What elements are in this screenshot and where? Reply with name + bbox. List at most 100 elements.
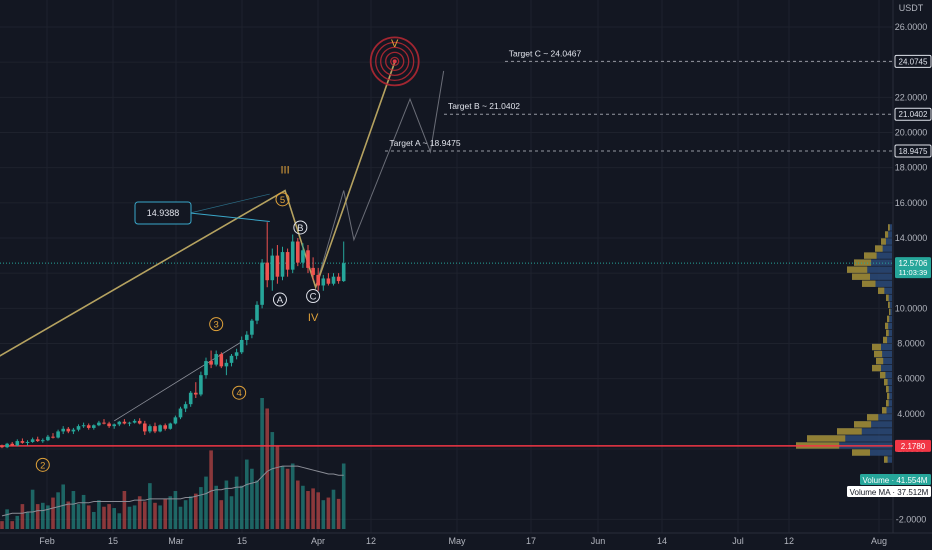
- volume-bar: [285, 468, 290, 529]
- callout-pointer-2: [189, 193, 270, 214]
- volume-bar: [81, 494, 86, 529]
- volume-bar: [5, 509, 9, 529]
- target-ring: [369, 36, 420, 87]
- volume-profile-bar-accent: [874, 350, 883, 358]
- volume-profile-bar-accent: [872, 343, 881, 351]
- wave-label-circle: [209, 317, 224, 332]
- last-price-countdown: 11:03:39: [899, 268, 928, 277]
- candle-body: [5, 443, 9, 448]
- volume-bar: [158, 505, 162, 529]
- volume-profile-bar-accent: [883, 336, 888, 344]
- wave-path: [0, 61, 396, 357]
- candle-body: [30, 439, 35, 442]
- x-tick-label: Apr: [311, 536, 325, 546]
- candle-body: [122, 421, 127, 424]
- candle-body: [173, 417, 178, 424]
- volume-bar: [168, 496, 173, 529]
- volume-bar: [301, 485, 305, 529]
- volume-bar: [316, 492, 320, 529]
- volume-bar: [148, 483, 152, 529]
- volume-profile-bar: [885, 231, 892, 238]
- volume-profile-bar-accent: [852, 449, 870, 456]
- volume-profile-bar: [881, 238, 892, 245]
- candle-body: [56, 431, 60, 438]
- volume-profile-bar-accent: [807, 435, 846, 442]
- volume-profile-bar: [884, 378, 892, 386]
- candle-body: [86, 425, 91, 428]
- volume-bar: [92, 511, 96, 529]
- volume-profile-bar: [886, 386, 892, 393]
- volume-bar: [56, 492, 60, 529]
- volume-bar: [183, 500, 188, 529]
- volume-profile-bar: [854, 259, 892, 266]
- candle-body: [265, 262, 269, 281]
- candle-body: [270, 255, 275, 281]
- last-price-tag-bg: [895, 257, 931, 279]
- volume-profile-bar: [886, 329, 892, 337]
- volume-bar: [336, 498, 341, 529]
- volume-profile-bar: [854, 421, 892, 428]
- candle-body: [341, 263, 346, 282]
- volume-legend-bg: [860, 474, 931, 485]
- volume-profile-bar: [887, 315, 892, 323]
- y-tick-label: -2.0000: [896, 514, 927, 524]
- last-price-tag: 12.5706: [899, 259, 928, 268]
- candle-body: [51, 436, 55, 438]
- x-tick-label: 12: [784, 536, 794, 546]
- wave-label-circle: [306, 289, 321, 304]
- candle-body: [296, 241, 300, 263]
- candle-body: [194, 392, 198, 395]
- wave-label: A: [277, 295, 284, 306]
- volume-bar: [306, 491, 310, 529]
- volume-profile-bar-accent: [878, 287, 885, 294]
- candle-body: [199, 375, 203, 395]
- volume-profile-bar-accent: [888, 301, 890, 309]
- candle-body: [316, 274, 320, 286]
- grid: [0, 0, 893, 533]
- volume-profile-bar-accent: [875, 245, 883, 252]
- x-tick-label: 15: [108, 536, 118, 546]
- volume-profile-bar-accent: [887, 315, 890, 323]
- volume-profile-bar: [878, 287, 892, 294]
- wave-label: III: [280, 164, 289, 176]
- target-price-tag-bg: [894, 54, 932, 68]
- volume-bar: [51, 497, 55, 529]
- target-ring: [385, 51, 405, 72]
- volume-bar: [290, 463, 295, 529]
- x-tick-label: 17: [526, 536, 536, 546]
- candle-body: [275, 255, 280, 277]
- y-tick-label: 6.0000: [897, 374, 925, 384]
- volume-profile-bar-accent: [884, 378, 888, 386]
- candle-body: [224, 362, 229, 367]
- volume-bar: [97, 500, 101, 529]
- candle-body: [66, 428, 71, 432]
- volume-ma-line: [1, 465, 344, 517]
- target-price-tag: 24.0745: [899, 57, 928, 66]
- support-price-tag-bg: [895, 439, 931, 452]
- candle-body: [0, 445, 4, 448]
- volume-bar: [255, 480, 259, 529]
- volume-bar: [224, 480, 229, 529]
- candle-body: [239, 339, 244, 353]
- volume-profile-bar-accent: [889, 308, 891, 316]
- volume-bar: [250, 468, 254, 529]
- candle-body: [311, 267, 315, 275]
- callout-pointer: [189, 212, 270, 222]
- volume-bar: [107, 504, 111, 529]
- volume-ma-legend: Volume MA · 37.512M: [850, 488, 929, 497]
- candle-body: [153, 426, 157, 432]
- volume-bar: [41, 502, 45, 529]
- volume-bar: [321, 500, 326, 529]
- volume-profile-bar: [864, 252, 892, 259]
- target-label: Target C ~ 24.0467: [509, 48, 582, 58]
- target-price-tag: 21.0402: [899, 110, 928, 119]
- x-tick-label: Mar: [168, 536, 184, 546]
- volume-bar: [245, 459, 249, 529]
- target-price-tag-bg: [894, 107, 932, 121]
- wave-label: 5: [280, 195, 285, 206]
- candle-body: [10, 443, 14, 446]
- volume-bar: [112, 508, 116, 529]
- volume-bar: [311, 488, 315, 529]
- overlay-lines: [0, 60, 893, 447]
